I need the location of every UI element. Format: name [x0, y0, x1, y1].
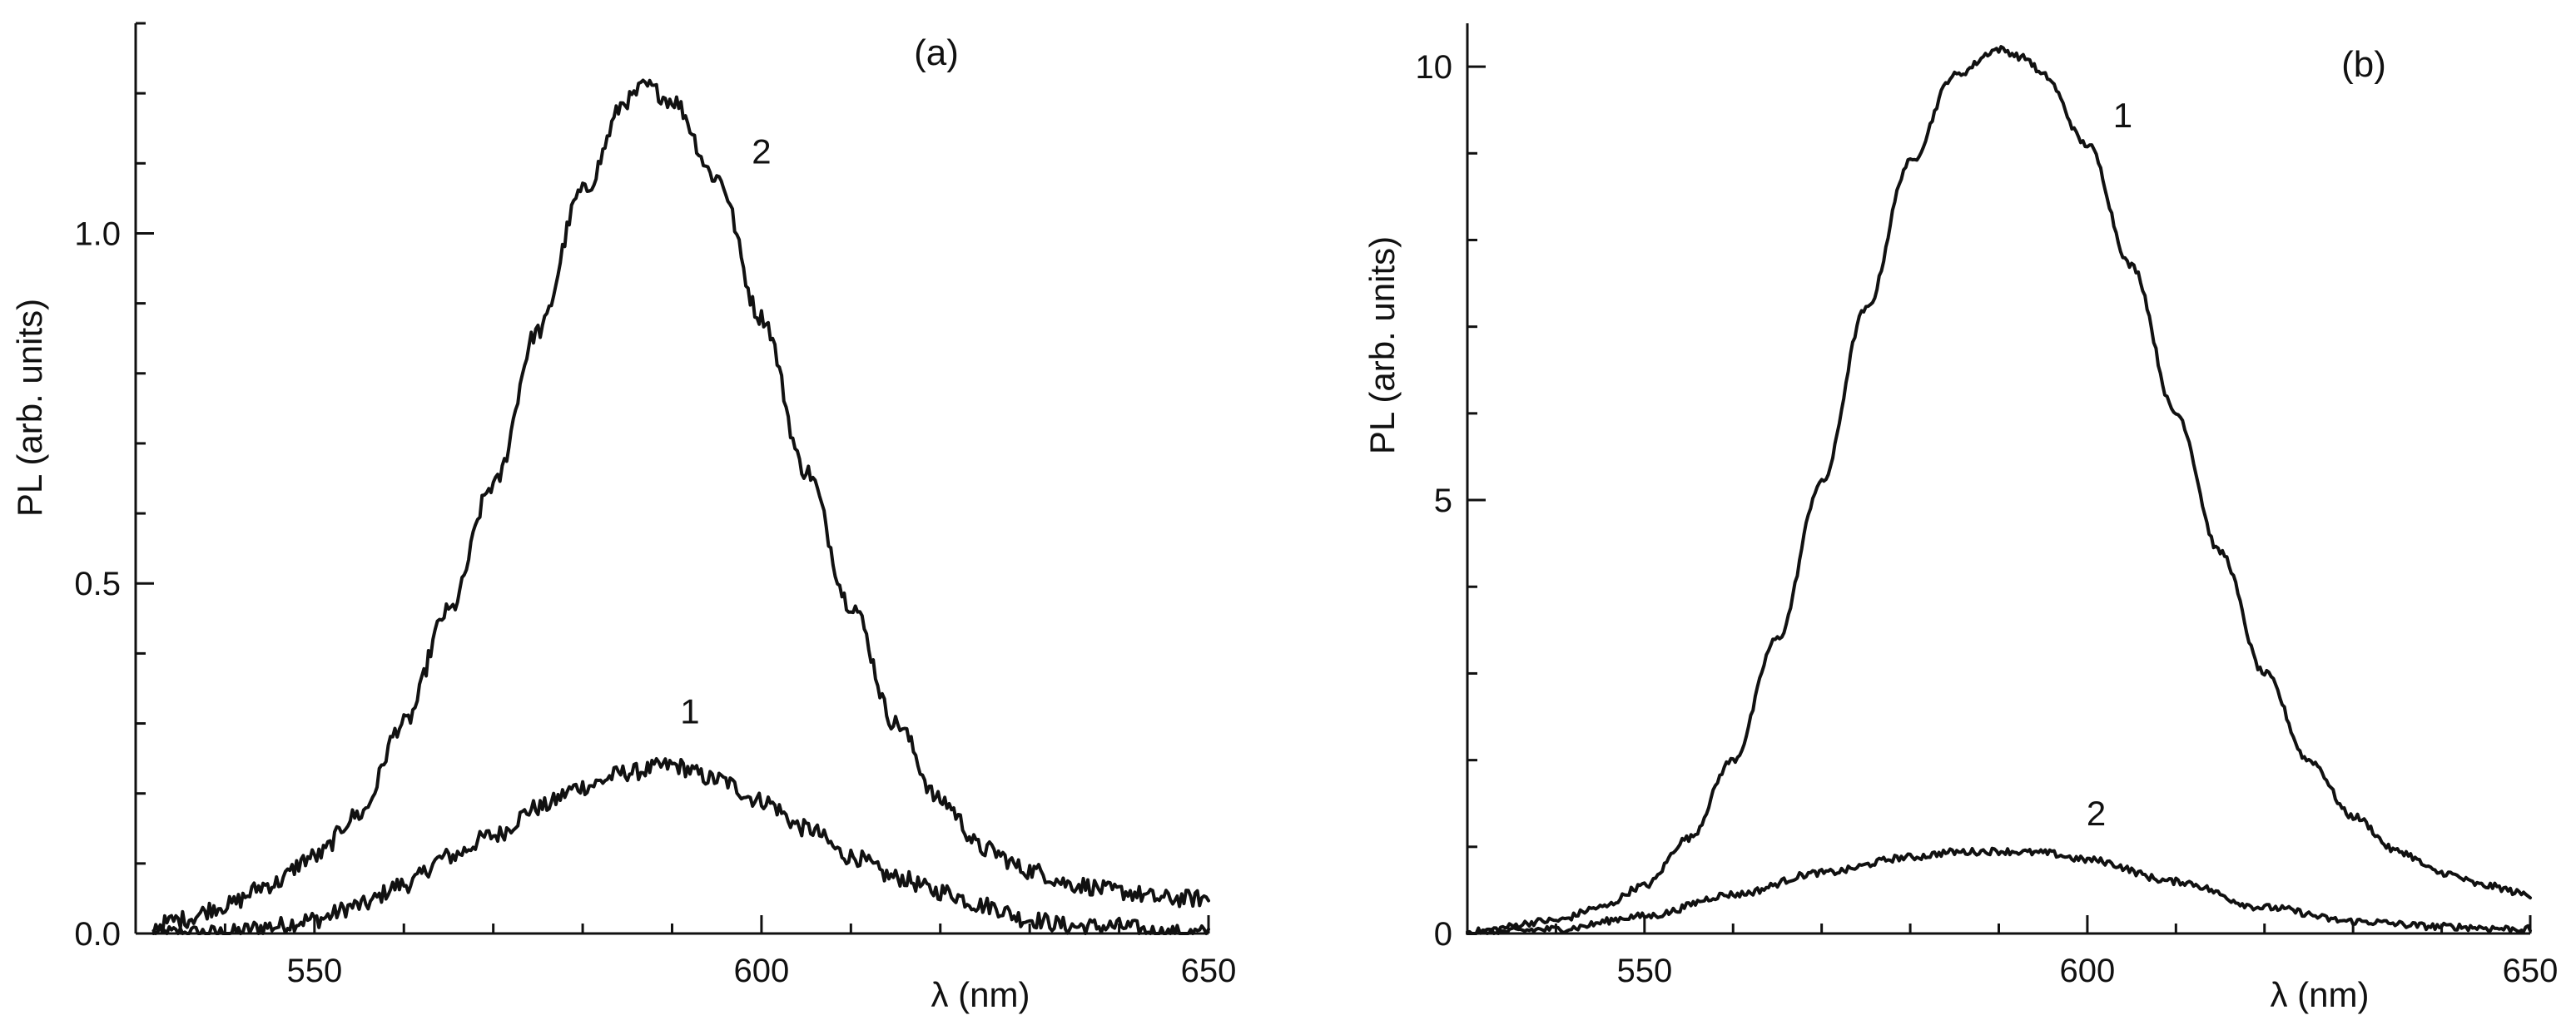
x-tick-label: 550	[286, 953, 342, 989]
series-2-line	[1466, 846, 2532, 935]
y-tick-label: 0.5	[74, 566, 121, 602]
series-2-label: 2	[2087, 794, 2106, 833]
x-tick-label: 650	[2503, 953, 2559, 989]
y-tick-label: 0	[1434, 916, 1452, 953]
y-axis-label: PL (arb. units)	[10, 299, 49, 517]
x-tick-label: 550	[1616, 953, 1672, 989]
chart-panel-b: 550 600 650 0 5 10 λ (nm) PL (arb. units) (b) 1 2	[1362, 23, 2558, 1014]
series-2-label: 2	[752, 131, 771, 171]
x-tick-label: 600	[2060, 953, 2116, 989]
x-tick-label: 600	[734, 953, 790, 989]
y-tick-label: 5	[1434, 483, 1452, 519]
chart-panel-a: 550 600 650 0.0 0.5 1.0 λ (nm) PL (arb. units) (…	[10, 22, 1237, 1014]
y-tick-label: 0.0	[74, 916, 121, 953]
series-2-line	[151, 78, 1210, 935]
panel-label: (a)	[914, 32, 959, 73]
y-tick-label: 10	[1416, 49, 1453, 86]
x-tick-label: 650	[1181, 953, 1237, 989]
series-1-label: 1	[2113, 96, 2132, 135]
series-1-label: 1	[680, 692, 699, 731]
x-axis-label: λ (nm)	[2271, 975, 2370, 1014]
series-1-line	[1466, 45, 2532, 935]
series-1-line	[151, 757, 1210, 935]
y-tick-label: 1.0	[74, 215, 121, 252]
y-axis-label: PL (arb. units)	[1362, 236, 1402, 454]
panel-label: (b)	[2341, 44, 2386, 85]
x-axis-label: λ (nm)	[931, 975, 1030, 1014]
